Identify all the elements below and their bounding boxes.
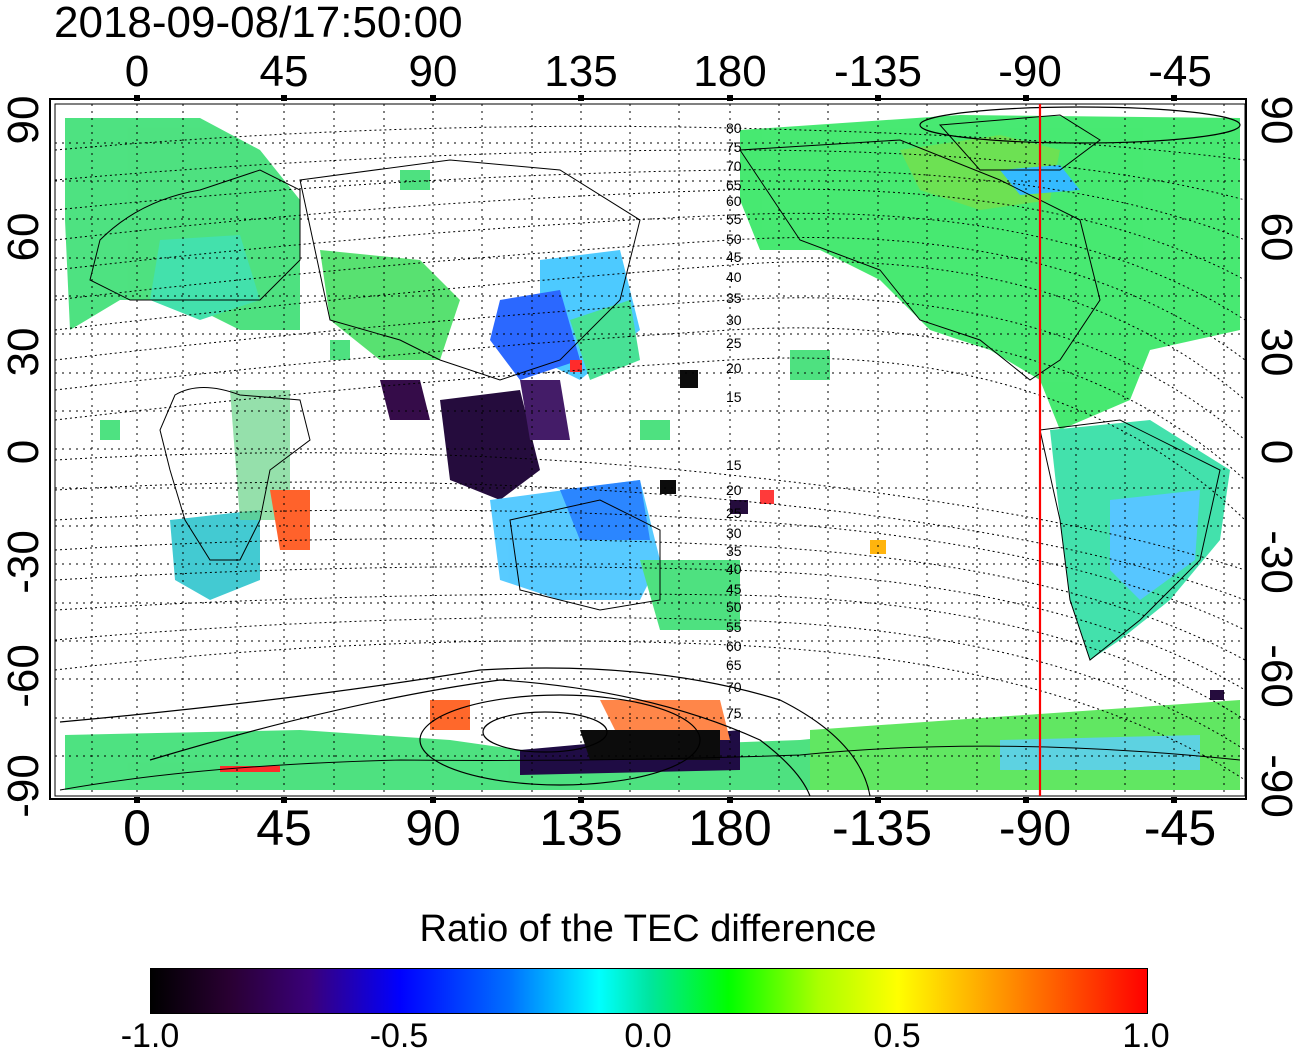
- colorbar-title: Ratio of the TEC difference: [419, 908, 877, 950]
- left-latitude-labels: 90 60 30 0 -30 -60 -90: [0, 96, 48, 818]
- magnetic-latitude-contours: [55, 125, 1245, 781]
- mlat-label: 30: [726, 525, 742, 541]
- mlat-label: 20: [726, 360, 742, 376]
- lon-label-top: -90: [998, 47, 1062, 96]
- colorbar-tick: 0.5: [873, 1017, 921, 1055]
- lat-label-left: 60: [0, 213, 48, 262]
- lon-label-top: -135: [834, 47, 922, 96]
- lat-label-left: 90: [0, 96, 48, 145]
- mlat-label: 40: [726, 561, 742, 577]
- lat-label-left: 30: [0, 328, 48, 377]
- mlat-label: 50: [726, 231, 742, 247]
- mlat-label: 65: [726, 657, 742, 673]
- mlat-label: 45: [726, 249, 742, 265]
- right-latitude-labels: 90 60 30 0 -30 -60 -90: [1252, 96, 1296, 818]
- mlat-label: 25: [726, 335, 742, 351]
- lat-label-left: 0: [0, 440, 48, 464]
- tec-patch-se-asia: [440, 390, 540, 500]
- lon-label-bottom: 135: [539, 800, 622, 856]
- mlat-label: 60: [726, 638, 742, 654]
- coastlines: [59, 114, 1241, 791]
- mlat-label: 65: [726, 177, 742, 193]
- lon-label-top: 90: [409, 47, 458, 96]
- mlat-label: 75: [726, 705, 742, 721]
- colorbar-tick: 1.0: [1122, 1017, 1170, 1055]
- lon-label-top: 0: [125, 47, 149, 96]
- mlat-label: 15: [726, 457, 742, 473]
- lon-label-bottom: 45: [256, 800, 312, 856]
- colorbar: [150, 968, 1148, 1014]
- mlat-label: 50: [726, 599, 742, 615]
- tick-marks: [134, 95, 1177, 803]
- bottom-longitude-labels: 0 45 90 135 180 -135 -90 -45: [123, 800, 1216, 856]
- mlat-label: 75: [726, 139, 742, 155]
- lat-label-left: -60: [0, 644, 48, 708]
- mlat-label: 40: [726, 269, 742, 285]
- graticule: [55, 104, 1245, 796]
- mlat-label: 70: [726, 158, 742, 174]
- colorbar-tick: -1.0: [120, 1017, 180, 1055]
- lat-label-right: 30: [1252, 328, 1296, 377]
- mlat-label: 20: [726, 482, 742, 498]
- mlat-label: 30: [726, 312, 742, 328]
- lon-label-bottom: -135: [832, 800, 932, 856]
- mlat-label: 25: [726, 505, 742, 521]
- lat-label-right: 60: [1252, 213, 1296, 262]
- lon-label-bottom: 90: [405, 800, 461, 856]
- lat-label-left: -30: [0, 530, 48, 594]
- lon-label-top: 180: [693, 47, 766, 96]
- top-longitude-labels: 0 45 90 135 180 -135 -90 -45: [125, 47, 1212, 96]
- lon-label-top: 135: [544, 47, 617, 96]
- timestamp-title: 2018-09-08/17:50:00: [54, 0, 463, 47]
- tec-data-overlay: [65, 115, 1240, 790]
- lon-label-top: 45: [260, 47, 309, 96]
- lat-label-left: -90: [0, 754, 48, 818]
- mlat-label: 70: [726, 679, 742, 695]
- tec-map: 80 75 70 65 60 55 50 45 40 35 30 25 20 1…: [0, 47, 1296, 856]
- magnetic-pole-contours: [59, 106, 1241, 796]
- lon-label-bottom: -90: [999, 800, 1071, 856]
- lat-label-right: -90: [1252, 754, 1296, 818]
- magnetic-latitude-labels-lower: 15 20 25 30 35 40 45 50 55 60 65 70 75: [726, 457, 742, 721]
- mlat-label: 15: [726, 389, 742, 405]
- lat-label-right: -60: [1252, 644, 1296, 708]
- lat-label-right: -30: [1252, 530, 1296, 594]
- mlat-label: 35: [726, 543, 742, 559]
- mlat-label: 55: [726, 211, 742, 227]
- lon-label-bottom: -45: [1144, 800, 1216, 856]
- mlat-label: 60: [726, 193, 742, 209]
- mlat-label: 35: [726, 290, 742, 306]
- map-inner-frame: [54, 103, 1246, 797]
- mlat-label: 80: [726, 120, 742, 136]
- lat-label-right: 90: [1252, 96, 1296, 145]
- lat-label-right: 0: [1252, 440, 1296, 464]
- magnetic-latitude-labels-upper: 80 75 70 65 60 55 50 45 40 35 30 25 20 1…: [726, 120, 742, 405]
- lon-label-bottom: 0: [123, 800, 151, 856]
- mlat-label: 55: [726, 619, 742, 635]
- colorbar-tick: -0.5: [369, 1017, 429, 1055]
- colorbar-tick: 0.0: [624, 1017, 672, 1055]
- lon-label-top: -45: [1148, 47, 1212, 96]
- lon-label-bottom: 180: [688, 800, 771, 856]
- tec-patch-north-america: [740, 115, 1240, 430]
- mlat-label: 45: [726, 581, 742, 597]
